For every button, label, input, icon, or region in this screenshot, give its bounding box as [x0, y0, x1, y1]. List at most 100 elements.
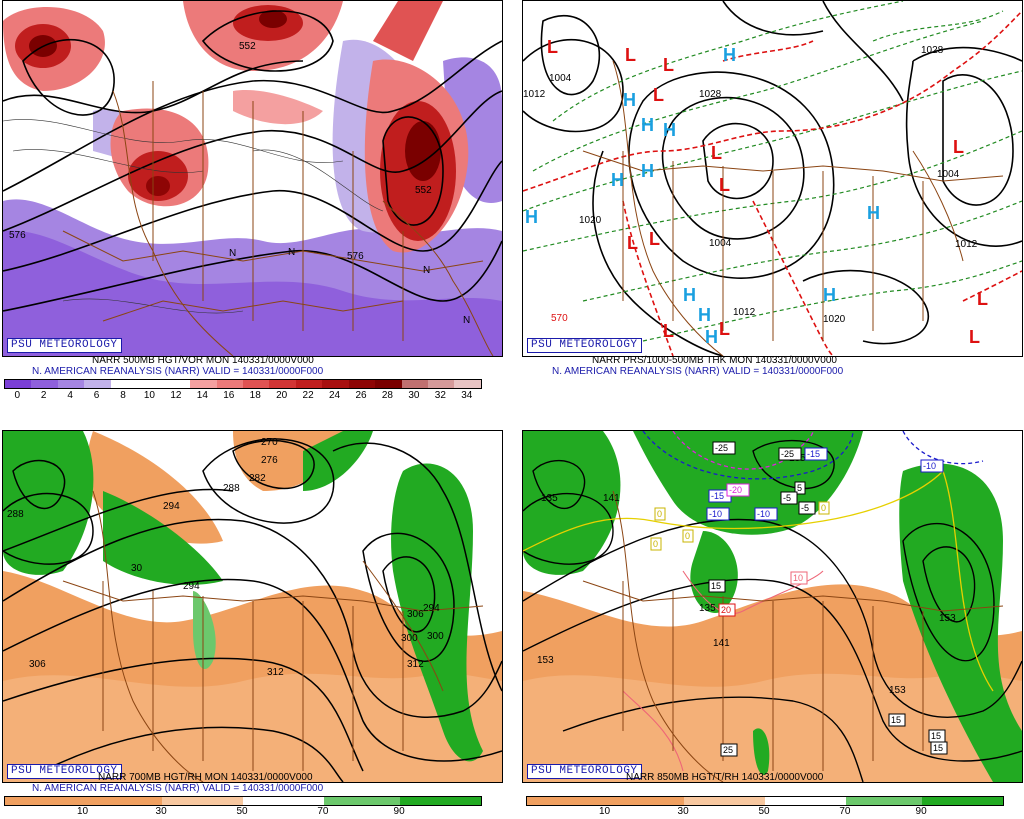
vorticity-field: 576 576 552 552 N N N N — [3, 1, 502, 356]
temperature-box-label: 15 — [928, 729, 946, 743]
svg-text:-25: -25 — [715, 443, 728, 453]
height-label: 312 — [267, 667, 284, 678]
temperature-box-label: 5 — [794, 481, 806, 495]
colorbar-tick-label: 50 — [236, 806, 248, 817]
psu-meteorology-logo: PSU METEOROLOGY — [7, 338, 122, 353]
colorbar-segment — [110, 380, 138, 388]
height-label: 153 — [889, 685, 906, 696]
colorbar-segment — [31, 380, 58, 388]
colorbar-tick-label: 10 — [598, 806, 611, 817]
pressure-field: 1004 1020 1004 1012 1020 1028 1004 1012 … — [523, 1, 1022, 356]
height-label: 312 — [407, 659, 424, 670]
panel-valid-time: N. AMERICAN REANALYSIS (NARR) VALID = 14… — [32, 366, 324, 377]
vorticity-colorbar-ticks: 0 2 4 6 8 10 12 14 16 18 20 22 24 26 28 30 32 34 — [4, 390, 480, 402]
colorbar-tick-label: 34 — [461, 390, 473, 401]
height-label: 135 — [699, 603, 716, 614]
svg-text:0: 0 — [821, 503, 826, 513]
map-500mb-vorticity: 576 576 552 552 N N N N PSU METEOROLOGY — [2, 0, 503, 357]
colorbar-tick-label: 10 — [76, 806, 89, 817]
vort-min-label: N — [288, 247, 295, 258]
height-label: 141 — [603, 493, 620, 504]
rh-colorbar-ticks: 10 30 50 70 90 — [526, 806, 1002, 818]
low-pressure-marker: L — [663, 55, 674, 75]
svg-text:25: 25 — [723, 745, 733, 755]
map-700mb-rh: 270 276 282 288 294 294 300 306 312 312 … — [2, 430, 503, 783]
height-label: 294 — [183, 581, 200, 592]
temperature-box-label: -10 — [706, 507, 730, 521]
svg-text:-25: -25 — [781, 449, 794, 459]
map-850mb-temp-rh: 135 135 141 153 141 135 153 153 -25-25-1… — [522, 430, 1023, 783]
svg-text:-5: -5 — [801, 503, 809, 513]
low-pressure-marker: L — [969, 327, 980, 347]
svg-text:-5: -5 — [783, 493, 791, 503]
panel-valid-time: N. AMERICAN REANALYSIS (NARR) VALID = 14… — [552, 366, 844, 377]
rh-field-850: 135 135 141 153 141 135 153 153 -25-25-1… — [523, 431, 1022, 782]
panel-title: NARR 700MB HGT/RH MON 140331/0000V000 — [98, 772, 313, 783]
temperature-box-label: -20 — [726, 483, 750, 497]
vort-min-label: N — [229, 248, 236, 259]
high-pressure-marker: H — [867, 203, 880, 223]
height-label: 300 — [427, 631, 444, 642]
svg-text:-10: -10 — [757, 509, 770, 519]
height-label: 270 — [261, 437, 278, 448]
colorbar-segment — [375, 380, 402, 388]
temperature-box-label: 0 — [650, 537, 662, 551]
height-label: 300 — [401, 633, 418, 644]
isobar-label: 1012 — [523, 89, 546, 100]
isobar-label: 1028 — [921, 45, 944, 56]
colorbar-segment — [242, 380, 270, 388]
svg-text:15: 15 — [891, 715, 901, 725]
rh-colorbar — [4, 796, 482, 806]
panel-700mb-rh: 270 276 282 288 294 294 300 306 312 312 … — [0, 409, 512, 819]
temperature-box-label: -10 — [754, 507, 778, 521]
svg-text:15: 15 — [711, 581, 721, 591]
colorbar-segment — [454, 380, 481, 388]
colorbar-tick-label: 26 — [355, 390, 367, 401]
vorticity-colorbar — [4, 379, 482, 389]
psu-meteorology-logo: PSU METEOROLOGY — [527, 338, 642, 353]
svg-text:15: 15 — [931, 731, 941, 741]
high-pressure-marker: H — [611, 170, 624, 190]
temperature-box-label: -25 — [778, 447, 802, 461]
colorbar-tick-label: 30 — [677, 806, 689, 817]
height-label: 576 — [347, 251, 364, 262]
panel-valid-time: N. AMERICAN REANALYSIS (NARR) VALID = 14… — [32, 783, 324, 794]
map-pressure-thickness: 1004 1020 1004 1012 1020 1028 1004 1012 … — [522, 0, 1023, 357]
high-pressure-marker: H — [623, 90, 636, 110]
colorbar-tick-label: 32 — [434, 390, 446, 401]
low-pressure-marker: L — [649, 229, 660, 249]
low-pressure-marker: L — [953, 137, 964, 157]
colorbar-segment — [137, 380, 164, 388]
height-label: 30 — [131, 563, 143, 574]
panel-title: NARR 500MB HGT/VOR MON 140331/0000V000 — [92, 355, 314, 366]
height-label: 306 — [29, 659, 46, 670]
panel-title: NARR PRS/1000-500MB THK MON 140331/0000V… — [592, 355, 837, 366]
colorbar-tick-label: 2 — [40, 390, 47, 401]
high-pressure-marker: H — [698, 305, 711, 325]
temperature-box-label: 15 — [708, 579, 726, 593]
psu-meteorology-logo: PSU METEOROLOGY — [7, 764, 122, 779]
colorbar-tick-label: 16 — [223, 390, 235, 401]
low-pressure-marker: L — [627, 233, 638, 253]
colorbar-segment — [428, 380, 455, 388]
temperature-box-label: -10 — [920, 459, 944, 473]
temperature-box-label: 15 — [930, 741, 948, 755]
colorbar-segment — [348, 380, 376, 388]
temperature-box-label: 25 — [720, 743, 738, 757]
temperature-box-label: -25 — [712, 441, 736, 455]
isobar-label: 1004 — [937, 169, 960, 180]
colorbar-tick-label: 6 — [93, 390, 100, 401]
svg-text:0: 0 — [685, 531, 690, 541]
svg-text:5: 5 — [797, 483, 802, 493]
high-pressure-marker: H — [641, 161, 654, 181]
colorbar-tick-label: 30 — [155, 806, 167, 817]
colorbar-segment — [163, 380, 191, 388]
height-label: 552 — [415, 185, 432, 196]
low-pressure-marker: L — [977, 289, 988, 309]
colorbar-tick-label: 8 — [120, 390, 126, 401]
low-pressure-marker: L — [663, 321, 674, 341]
temperature-box-label: 15 — [888, 713, 906, 727]
colorbar-segment — [401, 380, 428, 388]
colorbar-segment — [322, 380, 349, 388]
isobar-label: 1020 — [579, 215, 602, 226]
